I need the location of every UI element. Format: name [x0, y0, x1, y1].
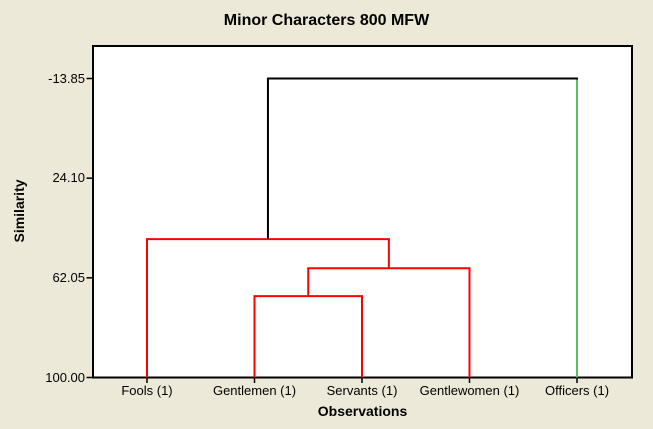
leaf-label: Gentlewomen (1) [419, 383, 520, 398]
y-tick-label: 100.00 [45, 369, 85, 385]
leaf-label: Gentlemen (1) [212, 383, 297, 398]
leaf-label: Fools (1) [121, 383, 173, 398]
chart-title: Minor Characters 800 MFW [223, 12, 430, 29]
x-axis-label: Observations [317, 403, 408, 419]
leaf-label: Servants (1) [326, 383, 398, 398]
leaf-label: Officers (1) [544, 383, 610, 398]
y-tick-label: -13.85 [48, 70, 85, 86]
y-tick-label: 62.05 [52, 269, 85, 285]
y-tick-label: 24.10 [52, 170, 85, 186]
